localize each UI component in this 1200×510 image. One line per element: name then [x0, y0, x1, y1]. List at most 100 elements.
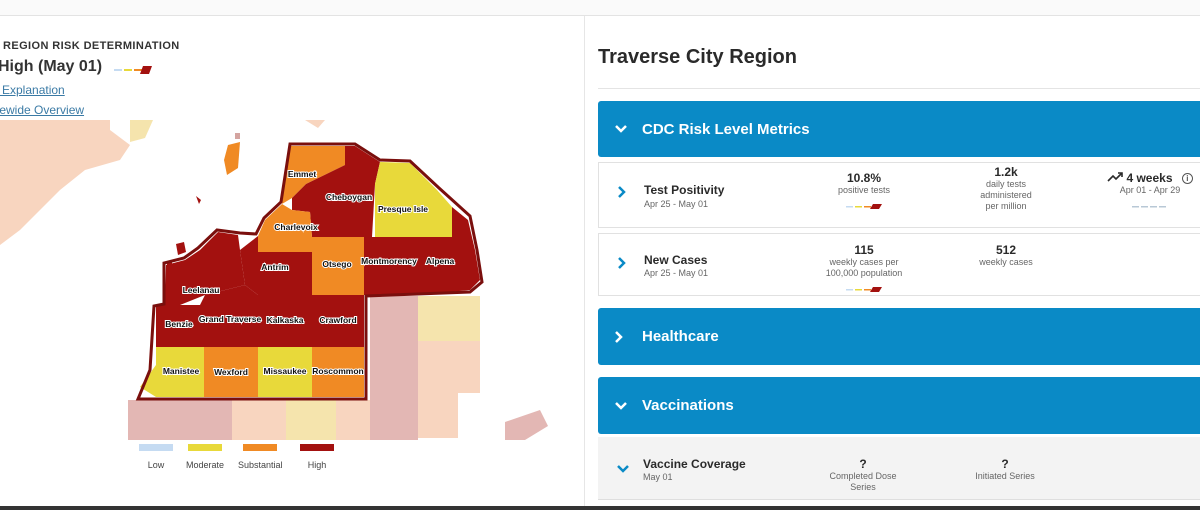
region-map: Emmet Cheboygan Presque Isle Charlevoix …	[0, 120, 548, 440]
county-emmet	[282, 146, 345, 204]
metric-sub: Initiated Series	[975, 471, 1035, 481]
neighbor-region	[305, 120, 325, 128]
test-positivity-row[interactable]: Test Positivity Apr 25 - May 01 10.8% po…	[598, 162, 1200, 228]
county-montmorency	[364, 237, 416, 295]
metric-sub: daily tests	[985, 179, 1027, 189]
county-label: Crawford	[319, 315, 356, 325]
neighbor-county	[180, 400, 232, 440]
chevron-right-icon	[617, 256, 627, 275]
metric-sub: weekly cases per	[829, 257, 899, 267]
county-manistee	[156, 347, 204, 397]
metric-date: Apr 25 - May 01	[644, 268, 709, 278]
neighbor-county	[370, 358, 418, 410]
neighbor-county	[336, 400, 370, 440]
metric-value: 4 weeks i	[1095, 171, 1200, 185]
island-shape	[196, 196, 201, 204]
healthcare-header[interactable]: Healthcare	[598, 308, 1200, 365]
neighbor-county	[418, 393, 458, 438]
county-grand-traverse	[200, 285, 258, 347]
weekly-rate-metric: 115 weekly cases per 100,000 population	[809, 243, 919, 297]
county-label: Missaukee	[264, 366, 307, 376]
section-label: Healthcare	[642, 328, 719, 345]
vaccine-coverage-row[interactable]: Vaccine Coverage May 01 ? Completed Dose…	[598, 437, 1200, 500]
legend-swatch	[139, 444, 173, 451]
risk-level: High (May 01)	[0, 58, 103, 75]
risk-heading: Y REGION RISK DETERMINATION	[0, 40, 180, 52]
risk-mini-bar	[846, 204, 882, 209]
legend-label: Moderate	[186, 460, 225, 470]
island-shape	[224, 142, 240, 175]
metric-date: Apr 25 - May 01	[644, 199, 709, 209]
section-label: Vaccinations	[642, 397, 734, 414]
county-label: Emmet	[288, 169, 317, 179]
metric-sub: positive tests	[837, 185, 891, 195]
info-icon[interactable]: i	[1181, 173, 1193, 184]
risk-mini-bar	[1132, 206, 1166, 208]
completed-dose-metric: ? Completed Dose Series	[813, 457, 913, 493]
county-label: Antrim	[261, 262, 289, 272]
positive-tests-metric: 10.8% positive tests	[819, 171, 909, 214]
county-benzie	[156, 305, 200, 347]
risk-map-panel: Y REGION RISK DETERMINATION High (May 01…	[0, 16, 585, 510]
cdc-metrics-header[interactable]: CDC Risk Level Metrics	[598, 101, 1200, 157]
section-label: CDC Risk Level Metrics	[642, 120, 810, 138]
risk-mini-bar	[846, 287, 882, 292]
neighbor-region	[130, 120, 153, 142]
trend-weeks: 4 weeks	[1126, 171, 1173, 185]
county-label: Wexford	[214, 367, 248, 377]
explanation-link[interactable]: l Explanation	[0, 83, 65, 97]
metric-value: 512	[995, 243, 1017, 257]
county-label: Roscommon	[312, 366, 363, 376]
metric-value: 10.8%	[846, 171, 882, 185]
statewide-overview-link[interactable]: tewide Overview	[0, 103, 85, 117]
region-outline	[135, 142, 484, 401]
metric-name: Test Positivity	[644, 183, 725, 197]
county-label: Kalkaska	[267, 315, 304, 325]
neighbor-county	[418, 341, 480, 393]
county-label: Alpena	[426, 256, 455, 266]
county-otsego	[312, 237, 364, 295]
county-label: Leelanau	[183, 285, 220, 295]
trend-metric: 4 weeks i Apr 01 - Apr 29	[1095, 171, 1200, 214]
metric-name: Vaccine Coverage	[643, 457, 746, 471]
island-shape	[235, 133, 240, 139]
county-label: Cheboygan	[326, 192, 372, 202]
county-label: Charlevoix	[274, 222, 318, 232]
county-cheboygan	[292, 146, 380, 237]
county-roscommon	[312, 347, 364, 397]
weekly-cases-metric: 512 weekly cases	[961, 243, 1051, 268]
legend-high: High	[300, 444, 334, 470]
metric-sub: Completed Dose	[829, 471, 897, 481]
neighbor-county	[232, 400, 286, 440]
county-wexford	[204, 347, 258, 397]
chevron-down-icon	[614, 401, 642, 411]
metric-value: 115	[854, 243, 874, 257]
vaccinations-header[interactable]: Vaccinations	[598, 377, 1200, 434]
neighbor-county	[418, 296, 480, 341]
legend-label: Low	[147, 460, 165, 470]
county-charlevoix	[258, 204, 312, 252]
bottom-bar	[0, 506, 1200, 510]
county-label: Otsego	[322, 259, 351, 269]
trending-up-icon	[1107, 172, 1123, 182]
chevron-right-icon	[617, 185, 627, 204]
metric-sub: 100,000 population	[825, 268, 903, 278]
county-kalkaska	[258, 295, 312, 347]
map-legend: Low Moderate Substantial High	[130, 444, 350, 480]
metric-value: 1.2k	[994, 165, 1018, 179]
legend-swatch	[243, 444, 278, 451]
county-presque-isle	[375, 162, 452, 237]
new-cases-row[interactable]: New Cases Apr 25 - May 01 115 weekly cas…	[598, 233, 1200, 296]
neighbor-region	[505, 410, 548, 440]
legend-label: Substantial	[238, 460, 283, 470]
neighbor-region	[0, 120, 130, 245]
legend-swatch	[188, 444, 223, 451]
chevron-right-icon	[614, 330, 642, 344]
county-missaukee	[258, 347, 312, 397]
legend-moderate: Moderate	[186, 444, 224, 470]
top-strip	[0, 0, 1200, 16]
metric-sub: Apr 01 - Apr 29	[1119, 185, 1181, 195]
metric-name: New Cases	[644, 253, 708, 267]
legend-label: High	[307, 460, 327, 470]
county-crawford	[312, 295, 364, 347]
